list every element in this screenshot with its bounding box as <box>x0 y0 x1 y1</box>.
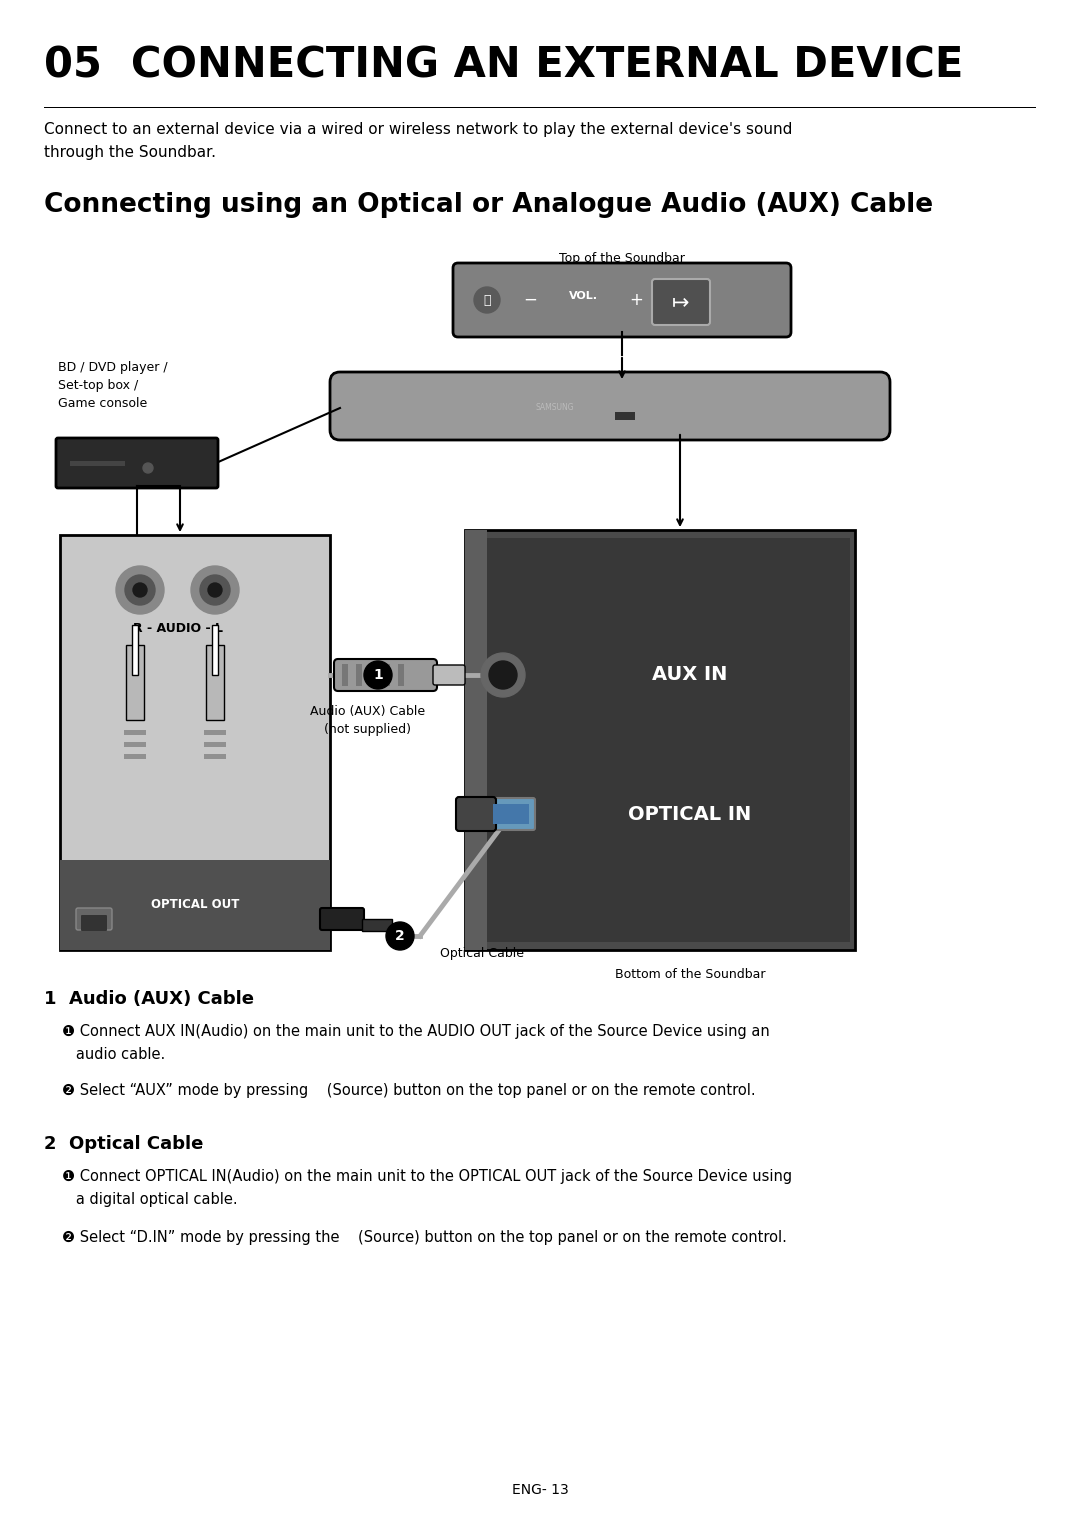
Text: ❶ Connect OPTICAL IN(Audio) on the main unit to the OPTICAL OUT jack of the Sour: ❶ Connect OPTICAL IN(Audio) on the main … <box>62 1169 792 1207</box>
Circle shape <box>386 922 414 950</box>
Text: 2: 2 <box>395 928 405 944</box>
Bar <box>492 804 529 824</box>
Bar <box>356 663 362 686</box>
Text: −: − <box>523 291 537 309</box>
Circle shape <box>143 463 153 473</box>
Text: ENG- 13: ENG- 13 <box>512 1483 568 1497</box>
Text: ❶ Connect AUX IN(Audio) on the main unit to the AUDIO OUT jack of the Source Dev: ❶ Connect AUX IN(Audio) on the main unit… <box>62 1023 770 1062</box>
Circle shape <box>481 653 525 697</box>
Text: BD / DVD player /
Set-top box /
Game console: BD / DVD player / Set-top box / Game con… <box>58 362 167 411</box>
Text: Audio (AUX) Cable
(not supplied): Audio (AUX) Cable (not supplied) <box>310 705 426 735</box>
Bar <box>342 663 348 686</box>
Text: AUX IN: AUX IN <box>652 665 728 685</box>
FancyBboxPatch shape <box>433 665 465 685</box>
Bar <box>60 535 330 950</box>
Bar <box>370 663 376 686</box>
Bar <box>204 741 226 748</box>
Bar <box>399 663 404 686</box>
Bar <box>124 731 146 735</box>
Text: 1: 1 <box>373 668 383 682</box>
FancyBboxPatch shape <box>330 372 890 440</box>
Circle shape <box>474 286 500 313</box>
Text: Optical Cable: Optical Cable <box>440 947 524 961</box>
Bar <box>70 461 125 466</box>
Text: ⏻: ⏻ <box>483 294 490 306</box>
Text: 1  Audio (AUX) Cable: 1 Audio (AUX) Cable <box>44 990 254 1008</box>
Text: SAMSUNG: SAMSUNG <box>536 403 575 412</box>
FancyBboxPatch shape <box>81 915 107 931</box>
Bar <box>470 538 850 942</box>
Circle shape <box>364 660 392 689</box>
Text: OPTICAL IN: OPTICAL IN <box>629 804 752 824</box>
Bar <box>384 663 390 686</box>
Text: OPTICAL OUT: OPTICAL OUT <box>151 898 239 912</box>
Text: +: + <box>629 291 643 309</box>
FancyBboxPatch shape <box>334 659 437 691</box>
FancyBboxPatch shape <box>76 908 112 930</box>
Bar <box>204 731 226 735</box>
Text: Connect to an external device via a wired or wireless network to play the extern: Connect to an external device via a wire… <box>44 123 793 161</box>
Bar <box>124 754 146 758</box>
FancyBboxPatch shape <box>320 908 364 930</box>
Circle shape <box>200 574 230 605</box>
Text: VOL.: VOL. <box>568 291 597 300</box>
Text: ❷ Select “AUX” mode by pressing    (Source) button on the top panel or on the re: ❷ Select “AUX” mode by pressing (Source)… <box>62 1083 756 1098</box>
FancyBboxPatch shape <box>56 438 218 489</box>
FancyBboxPatch shape <box>453 264 791 337</box>
Text: ❷ Select “D.IN” mode by pressing the    (Source) button on the top panel or on t: ❷ Select “D.IN” mode by pressing the (So… <box>62 1230 787 1246</box>
Bar <box>212 625 218 676</box>
Bar <box>465 530 855 950</box>
Text: ↦: ↦ <box>672 293 690 313</box>
Bar <box>615 412 635 420</box>
Text: Connecting using an Optical or Analogue Audio (AUX) Cable: Connecting using an Optical or Analogue … <box>44 192 933 218</box>
Bar <box>124 741 146 748</box>
Bar <box>206 645 224 720</box>
Text: R - AUDIO - L: R - AUDIO - L <box>133 622 222 634</box>
Bar <box>132 625 138 676</box>
Circle shape <box>133 584 147 597</box>
FancyBboxPatch shape <box>487 798 535 830</box>
Text: Bottom of the Soundbar: Bottom of the Soundbar <box>615 968 766 980</box>
Circle shape <box>125 574 156 605</box>
Bar <box>126 645 144 720</box>
Circle shape <box>191 565 239 614</box>
FancyBboxPatch shape <box>456 797 496 830</box>
Text: Top of the Soundbar: Top of the Soundbar <box>559 251 685 265</box>
Text: 2  Optical Cable: 2 Optical Cable <box>44 1135 203 1154</box>
Bar <box>465 530 487 950</box>
Text: 05  CONNECTING AN EXTERNAL DEVICE: 05 CONNECTING AN EXTERNAL DEVICE <box>44 44 963 87</box>
Bar <box>362 919 392 931</box>
Circle shape <box>208 584 222 597</box>
Bar <box>60 859 330 950</box>
FancyBboxPatch shape <box>652 279 710 325</box>
Circle shape <box>489 660 517 689</box>
Circle shape <box>116 565 164 614</box>
Bar <box>204 754 226 758</box>
